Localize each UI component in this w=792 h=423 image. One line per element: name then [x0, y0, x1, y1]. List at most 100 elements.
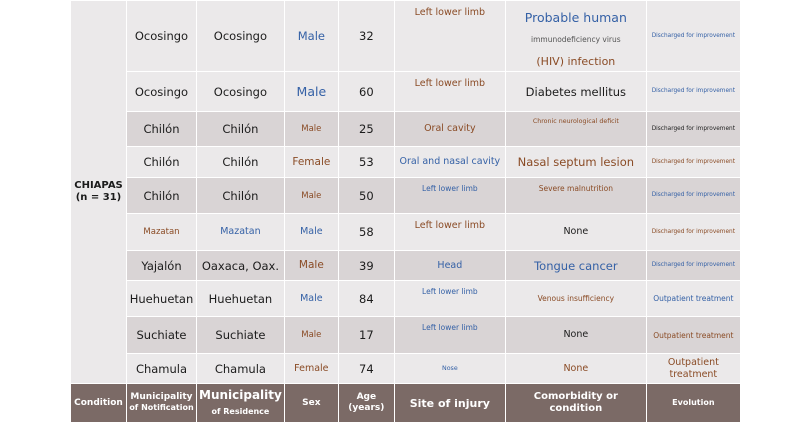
comorbidity-cell: Diabetes mellitus [504, 71, 647, 113]
site-cell: Head [393, 250, 506, 282]
notification-cell: Chilón [126, 177, 197, 215]
notification-cell: Ocosingo [126, 71, 197, 113]
evolution-cell: Discharged for improvement [645, 250, 741, 282]
condition-cell: CHIAPAS (n = 31) [70, 0, 127, 385]
age-cell: 58 [337, 213, 395, 252]
notification-cell: Chamula [126, 353, 197, 385]
comorbidity-cell: None [504, 213, 647, 252]
age-cell: 84 [337, 280, 395, 318]
header-notification-line1: Municipality [130, 392, 193, 403]
table-row: Yajalón Oaxaca, Oax. Male 39 Head Tongue… [71, 250, 741, 282]
site-cell: Left lower limb [393, 0, 506, 73]
header-comorbidity: Comorbidity or condition [504, 383, 647, 423]
evolution-cell: Discharged for improvement [645, 146, 741, 179]
sex-cell: Female [283, 353, 339, 385]
header-condition: Condition [70, 383, 127, 423]
evolution-cell: Discharged for improvement [645, 213, 741, 252]
residence-cell: Chilón [196, 111, 285, 148]
comorbidity-line: (HIV) infection [536, 55, 616, 69]
age-cell: 50 [337, 177, 395, 215]
residence-cell: Suchiate [196, 316, 285, 355]
sex-cell: Female [283, 146, 339, 179]
site-cell: Left lower limb [393, 280, 506, 318]
age-cell: 53 [337, 146, 395, 179]
residence-cell: Oaxaca, Oax. [196, 250, 285, 282]
evolution-cell: Outpatient treatment [645, 353, 741, 385]
residence-cell: Mazatan [196, 213, 285, 252]
table-row: Huehuetan Huehuetan Male 84 Left lower l… [71, 280, 741, 318]
header-age-line2: (years) [348, 403, 385, 414]
header-evolution: Evolution [645, 383, 741, 423]
table-row: CHIAPAS (n = 31) Ocosingo Ocosingo Male … [70, 0, 741, 385]
evolution-cell: Discharged for improvement [645, 0, 741, 73]
sex-cell: Male [283, 111, 339, 148]
table-row: Ocosingo Ocosingo Male 60 Left lower lim… [71, 71, 741, 113]
site-cell: Left lower limb [393, 316, 506, 355]
comorbidity-cell: None [504, 316, 647, 355]
sex-cell: Male [283, 250, 339, 282]
header-sex: Sex [283, 383, 339, 423]
table-row: Chilón Chilón Male 25 Oral cavity Chroni… [71, 111, 741, 148]
age-cell: 32 [337, 0, 395, 73]
comorbidity-line: immunodeficiency virus [531, 35, 621, 44]
residence-cell: Ocosingo [196, 0, 285, 73]
evolution-cell: Discharged for improvement [645, 111, 741, 148]
table-row: Chilón Chilón Female 53 Oral and nasal c… [71, 146, 741, 179]
table-row: Chilón Chilón Male 50 Left lower limb Se… [71, 177, 741, 215]
age-cell: 25 [337, 111, 395, 148]
comorbidity-cell: Severe malnutrition [504, 177, 647, 215]
notification-cell: Yajalón [126, 250, 197, 282]
header-residence: Municipality of Residence [196, 383, 285, 423]
age-cell: 60 [337, 71, 395, 113]
notification-cell: Suchiate [126, 316, 197, 355]
residence-cell: Chilón [196, 177, 285, 215]
comorbidity-cell: Chronic neurological deficit [504, 111, 647, 148]
notification-cell: Ocosingo [126, 0, 197, 73]
header-residence-line1: Municipality [199, 388, 282, 403]
evolution-cell: Discharged for improvement [645, 71, 741, 113]
site-cell: Nose [393, 353, 506, 385]
residence-cell: Ocosingo [196, 71, 285, 113]
condition-name: CHIAPAS [74, 179, 123, 191]
comorbidity-cell: Tongue cancer [504, 250, 647, 282]
sex-cell: Male [283, 71, 339, 113]
residence-cell: Chamula [196, 353, 285, 385]
sex-cell: Male [283, 177, 339, 215]
comorbidity-cell: None [504, 353, 647, 385]
table-row: Mazatan Mazatan Male 58 Left lower limb … [71, 213, 741, 252]
header-age-line1: Age [356, 392, 377, 403]
site-cell: Left lower limb [393, 177, 506, 215]
evolution-cell: Outpatient treatment [645, 316, 741, 355]
cases-table: CHIAPAS (n = 31) Ocosingo Ocosingo Male … [70, 0, 741, 423]
header-residence-line2: of Residence [211, 407, 270, 417]
notification-cell: Chilón [126, 146, 197, 179]
notification-cell: Chilón [126, 111, 197, 148]
comorbidity-cell: Venous insufficiency [504, 280, 647, 318]
sex-cell: Male [283, 213, 339, 252]
evolution-cell: Outpatient treatment [645, 280, 741, 318]
residence-cell: Huehuetan [196, 280, 285, 318]
table-row: Chamula Chamula Female 74 Nose None Outp… [71, 353, 741, 385]
sex-cell: Male [283, 0, 339, 73]
site-cell: Oral cavity [393, 111, 506, 148]
residence-cell: Chilón [196, 146, 285, 179]
header-age: Age (years) [337, 383, 395, 423]
comorbidity-cell: Nasal septum lesion [504, 146, 647, 179]
comorbidity-line: Probable human [524, 10, 627, 25]
table-row: Suchiate Suchiate Male 17 Left lower lim… [71, 316, 741, 355]
sex-cell: Male [283, 316, 339, 355]
age-cell: 17 [337, 316, 395, 355]
evolution-cell: Discharged for improvement [645, 177, 741, 215]
site-cell: Oral and nasal cavity [393, 146, 506, 179]
condition-count: (n = 31) [75, 192, 122, 204]
header-notification: Municipality of Notification [126, 383, 197, 423]
site-cell: Left lower limb [393, 71, 506, 113]
notification-cell: Huehuetan [126, 280, 197, 318]
notification-cell: Mazatan [126, 213, 197, 252]
table-header-row: Condition Municipality of Notification M… [70, 383, 741, 423]
age-cell: 74 [337, 353, 395, 385]
comorbidity-cell: Probable human immunodeficiency virus (H… [504, 0, 647, 73]
header-site: Site of injury [393, 383, 506, 423]
site-cell: Left lower limb [393, 213, 506, 252]
header-notification-line2: of Notification [129, 403, 194, 413]
